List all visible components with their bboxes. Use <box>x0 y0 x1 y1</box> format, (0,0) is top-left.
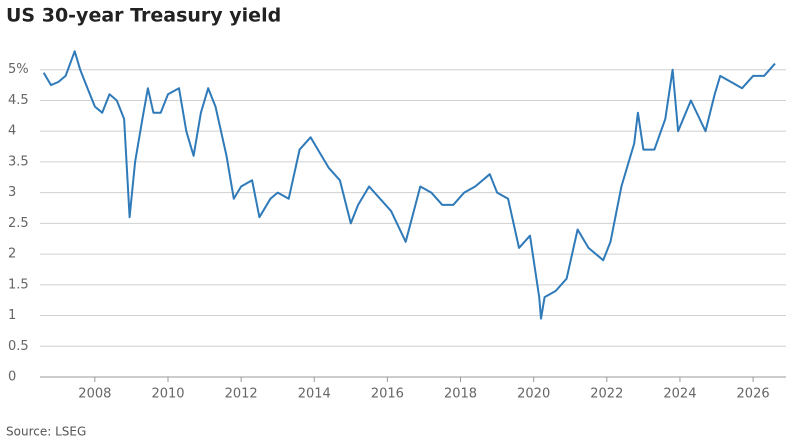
source: Source: LSEG <box>6 425 86 439</box>
y-tick-label: 3.5 <box>8 154 29 169</box>
x-tick-label: 2018 <box>444 387 477 402</box>
x-tick-label: 2016 <box>371 387 404 402</box>
y-tick-label: 2 <box>8 247 16 262</box>
y-tick-label: 2.5 <box>8 216 29 231</box>
y-tick-label: 1.5 <box>8 277 29 292</box>
y-tick-label: 1 <box>8 308 16 323</box>
x-tick-label: 2008 <box>78 387 111 402</box>
x-tick-label: 2022 <box>590 387 623 402</box>
line <box>42 50 776 320</box>
y-tick-label: 3 <box>8 185 16 200</box>
y-tick-label: 0.5 <box>8 339 29 354</box>
y-tick-label: 0 <box>8 370 16 385</box>
y-tick-label: 4 <box>8 124 16 139</box>
x-tick-label: 2012 <box>225 387 258 402</box>
x-tick-label: 2026 <box>737 387 770 402</box>
chart-title: US 30-year Treasury yield <box>6 5 281 27</box>
y-tick-label: 5% <box>8 62 29 77</box>
x-tick-label: 2024 <box>663 387 696 402</box>
x-tick-label: 2020 <box>517 387 550 402</box>
x-tick-label: 2014 <box>298 387 331 402</box>
y-tick-label: 4.5 <box>8 93 29 108</box>
x-tick-label: 2010 <box>151 387 184 402</box>
